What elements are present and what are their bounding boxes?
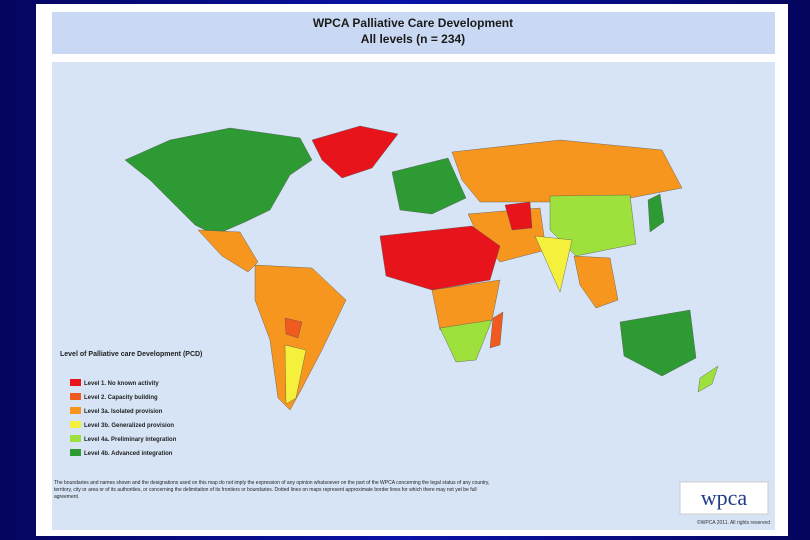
south-america [254,264,347,411]
south-east-asia [573,255,619,309]
legend-swatch [70,407,81,414]
russia [451,139,683,203]
southern-africa [439,319,493,363]
legend-label: Level 4b. Advanced integration [84,451,173,457]
copyright: ©WPCA 2011. All rights reserved [697,519,770,526]
legend-label: Level 4a. Preliminary integration [84,437,177,443]
north-america [124,127,313,236]
central-america [197,229,259,273]
north-africa [379,225,501,291]
legend-label: Level 3b. Generalized provision [84,423,174,429]
disclaimer: The boundaries and names shown and the d… [54,480,490,500]
india [534,235,573,293]
legend-label: Level 3a. Isolated provision [84,409,163,415]
japan [647,193,665,233]
legend-title: Level of Palliative care Development (PC… [60,351,202,358]
legend: Level 1. No known activity Level 2. Capac… [70,379,177,457]
map [124,125,719,411]
logo: wpca [701,485,748,510]
argentina [284,344,307,405]
disclaimer-box: The boundaries and names shown and the d… [54,480,490,500]
logo-box [679,481,769,515]
legend-swatch [70,393,81,400]
legend-swatch [70,379,81,386]
map-area [52,62,775,530]
greenland [311,125,399,179]
legend-swatch [70,449,81,456]
europe [391,157,467,215]
legend-swatch [70,435,81,442]
new-zealand [697,365,719,393]
legend-label: Level 1. No known activity [84,381,159,387]
subtitle: All levels (n = 234) [361,32,465,46]
australia [619,309,697,377]
bolivia [284,317,303,339]
legend-label: Level 2. Capacity building [84,395,158,401]
title: WPCA Palliative Care Development [313,16,513,30]
title-bar [52,12,775,54]
central-asia [504,201,533,231]
madagascar [489,311,504,349]
legend-swatch [70,421,81,428]
